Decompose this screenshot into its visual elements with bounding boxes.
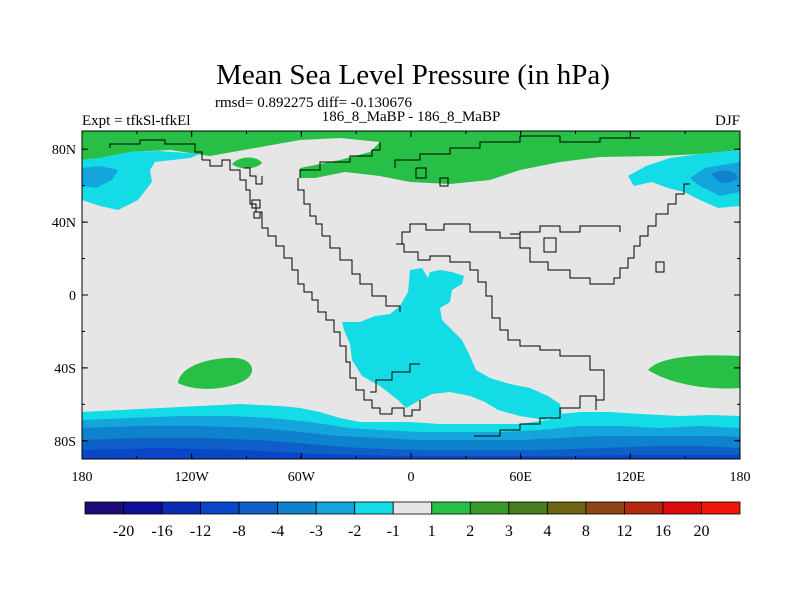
colorbar-swatch bbox=[123, 501, 163, 515]
colorbar-swatch bbox=[662, 501, 702, 515]
chart-title: Mean Sea Level Pressure (in hPa) bbox=[216, 59, 610, 91]
siberia-pacific-deep-negative bbox=[712, 170, 738, 183]
colorbar-label: 12 bbox=[616, 523, 632, 540]
colorbar-label: 16 bbox=[655, 523, 671, 540]
colorbar-label: 4 bbox=[543, 523, 551, 540]
colorbar: -20 -16 -12 -8 -4 -3 -2 -1 1 2 3 4 8 12 16 20 bbox=[84, 501, 741, 540]
x-tick-label: 60E bbox=[509, 470, 532, 485]
coastline-laurentia-east bbox=[297, 178, 323, 236]
colorbar-swatch bbox=[469, 501, 510, 515]
colorbar-swatch bbox=[277, 501, 317, 515]
colorbar-swatch bbox=[431, 501, 471, 515]
center-label: 186_8_MaBP - 186_8_MaBP bbox=[322, 109, 501, 125]
colorbar-label: 2 bbox=[466, 523, 474, 540]
colorbar-label: -12 bbox=[190, 523, 211, 540]
arctic-positive-band-lobe bbox=[232, 157, 262, 169]
colorbar-swatch bbox=[238, 501, 279, 515]
north-pacific-negative bbox=[82, 151, 200, 210]
coastlines bbox=[109, 135, 690, 437]
colorbar-swatch bbox=[508, 501, 548, 515]
x-tick-label: 180 bbox=[730, 470, 751, 485]
coastline-south-america bbox=[380, 400, 421, 417]
coastline-east-island-1 bbox=[655, 261, 665, 273]
x-tick-label: 180 bbox=[72, 470, 93, 485]
y-tick-label: 80N bbox=[52, 143, 76, 158]
y-tick-label: 40S bbox=[54, 362, 76, 377]
colorbar-label: -20 bbox=[113, 523, 134, 540]
colorbar-label: -2 bbox=[348, 523, 361, 540]
colorbar-swatch bbox=[701, 501, 741, 515]
coastline-arctic-island-2 bbox=[439, 177, 449, 187]
y-tick-label: 80S bbox=[54, 435, 76, 450]
stats-label: rmsd= 0.892275 diff= -0.130676 bbox=[215, 95, 413, 111]
y-tick-label: 40N bbox=[52, 216, 76, 231]
x-tick-label: 120E bbox=[616, 470, 646, 485]
colorbar-swatch bbox=[585, 501, 625, 515]
siberia-pacific-core-negative bbox=[690, 162, 740, 196]
colorbar-swatch bbox=[315, 501, 356, 515]
colorbar-label: -16 bbox=[151, 523, 172, 540]
colorbar-label: -1 bbox=[387, 523, 400, 540]
coastline-arctic-island-1 bbox=[415, 167, 427, 179]
colorbar-swatch bbox=[161, 501, 201, 515]
siberia-pacific-negative bbox=[628, 150, 740, 208]
coastline-north bbox=[109, 139, 203, 160]
coastline-north-america bbox=[202, 159, 381, 414]
x-tick-label: 60W bbox=[288, 470, 316, 485]
colorbar-label: -4 bbox=[271, 523, 284, 540]
colorbar-label: 20 bbox=[693, 523, 709, 540]
colorbar-swatch bbox=[546, 501, 587, 515]
coastline-arctic-canada bbox=[244, 167, 263, 185]
coastline-tethys-south bbox=[396, 243, 605, 410]
south-indian-positive bbox=[648, 355, 740, 389]
colorbar-swatch bbox=[354, 501, 394, 515]
colorbar-swatch bbox=[84, 501, 124, 515]
colorbar-label: 8 bbox=[582, 523, 590, 540]
south-pacific-positive bbox=[178, 357, 253, 389]
coastline-asia-east bbox=[510, 183, 690, 285]
colorbar-swatch bbox=[200, 501, 240, 515]
coastline-eurasia-north bbox=[394, 135, 640, 168]
colorbar-swatch bbox=[624, 501, 664, 515]
colorbar-label: -3 bbox=[310, 523, 323, 540]
coastline-island-a bbox=[251, 199, 261, 209]
coastline-greenland bbox=[299, 142, 381, 178]
y-tick-label: 0 bbox=[69, 289, 76, 304]
left-label: Expt = tfkSl-tfkEl bbox=[82, 113, 190, 129]
coastline-antarctica-2 bbox=[474, 395, 597, 437]
map-plot bbox=[82, 131, 740, 459]
colorbar-label: 1 bbox=[428, 523, 436, 540]
coastline-island-b bbox=[253, 211, 261, 219]
coastline-tethys-north bbox=[396, 223, 621, 245]
coastline-antarctica-1 bbox=[370, 363, 420, 393]
colorbar-label: 3 bbox=[505, 523, 513, 540]
colorbar-swatch bbox=[392, 501, 433, 515]
arctic-positive-band bbox=[82, 131, 740, 184]
north-pacific-core-negative bbox=[82, 166, 118, 188]
x-tick-label: 120W bbox=[175, 470, 210, 485]
coastline-africa bbox=[322, 235, 401, 312]
coastline-east-island-2 bbox=[543, 237, 557, 253]
map-axes: 180 120W 60W 0 60E 120E 180 80N 40N 0 40S 80S bbox=[52, 131, 751, 485]
tethys-southern-negative bbox=[342, 268, 562, 420]
colorbar-label: -8 bbox=[232, 523, 245, 540]
right-label: DJF bbox=[715, 113, 740, 129]
x-tick-label: 0 bbox=[408, 470, 415, 485]
